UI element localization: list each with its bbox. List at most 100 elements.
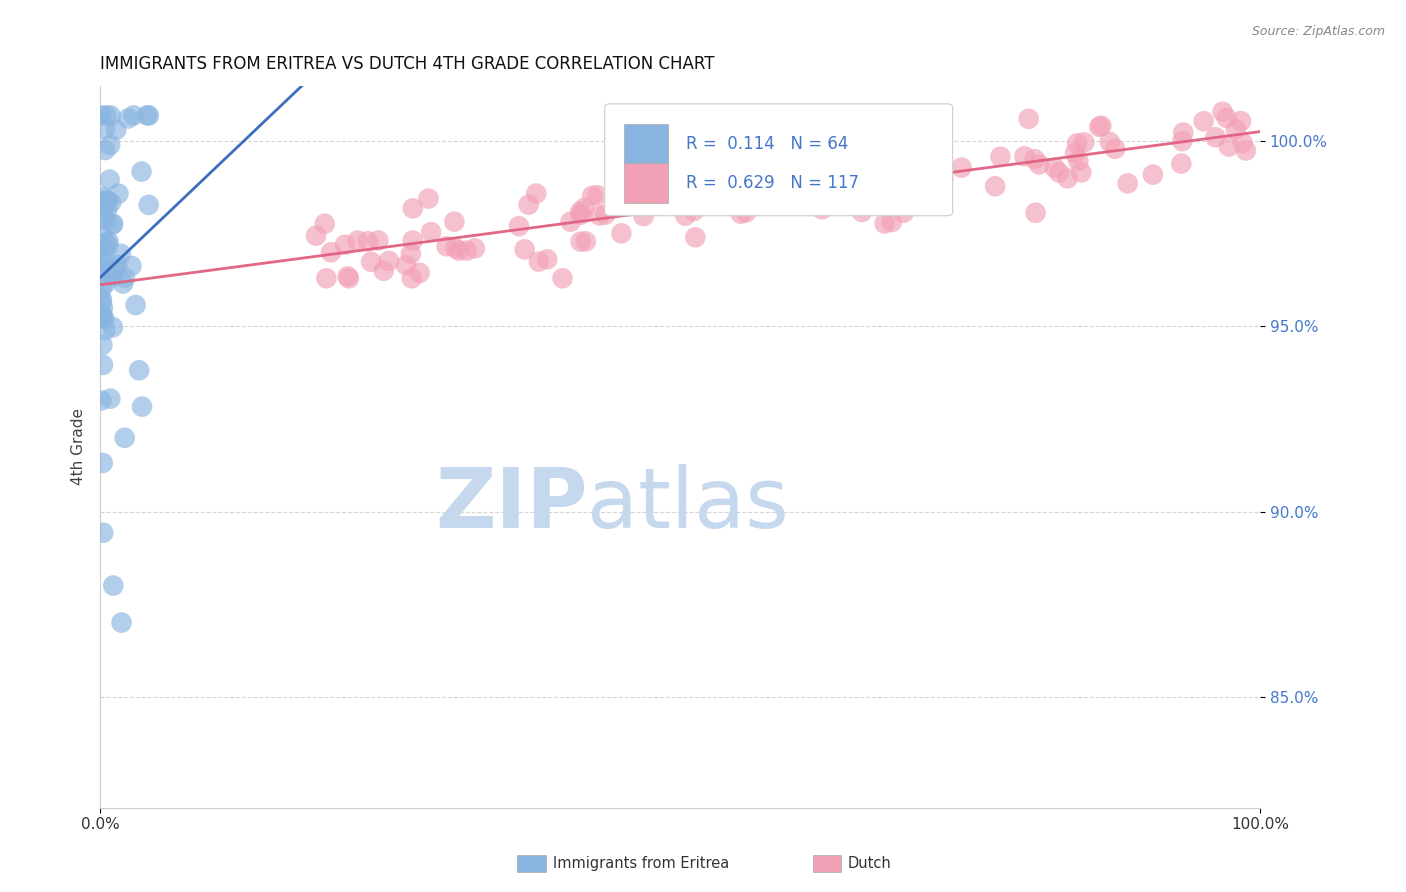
Point <box>1025 206 1047 220</box>
Point <box>336 269 359 284</box>
Point <box>124 298 146 312</box>
Point <box>586 188 609 202</box>
Point <box>373 264 395 278</box>
Point <box>117 112 139 126</box>
Point <box>402 234 425 248</box>
Point <box>314 217 336 231</box>
Point <box>420 225 443 239</box>
Point <box>357 234 380 248</box>
Point <box>740 165 762 179</box>
Point <box>101 265 124 279</box>
Point <box>721 155 744 169</box>
Point <box>569 208 592 222</box>
Point <box>91 456 114 470</box>
Point <box>880 215 903 229</box>
Point <box>1028 157 1050 171</box>
Point <box>112 277 135 291</box>
Point <box>91 358 114 372</box>
Point <box>595 208 617 222</box>
Point <box>94 194 117 208</box>
Point <box>98 138 121 153</box>
Point <box>1067 153 1090 168</box>
Point <box>315 271 337 285</box>
Point <box>90 292 112 306</box>
Point <box>648 199 671 213</box>
Point <box>928 195 950 210</box>
Point <box>1090 119 1112 133</box>
Point <box>688 187 710 202</box>
Point <box>673 209 696 223</box>
Point <box>94 323 117 337</box>
Point <box>1018 112 1040 126</box>
Point <box>1116 177 1139 191</box>
Point <box>97 239 120 253</box>
Point <box>778 152 800 166</box>
Point <box>527 254 550 268</box>
Point <box>90 260 112 275</box>
Point <box>1073 136 1095 150</box>
Point <box>90 393 112 408</box>
Point <box>90 226 112 240</box>
Point <box>136 108 159 122</box>
Point <box>1230 114 1253 128</box>
Point <box>678 166 700 180</box>
Point <box>104 261 127 276</box>
Point <box>91 206 114 220</box>
FancyBboxPatch shape <box>624 124 668 163</box>
Point <box>1043 161 1066 175</box>
Point <box>828 185 851 199</box>
Point <box>360 255 382 269</box>
Point <box>657 180 679 194</box>
Point <box>395 258 418 272</box>
Point <box>920 169 942 183</box>
Point <box>695 186 717 200</box>
Point <box>107 186 129 201</box>
Point <box>122 108 145 122</box>
Point <box>97 194 120 209</box>
Point <box>536 252 558 267</box>
Point <box>121 259 143 273</box>
Point <box>1171 134 1194 148</box>
Point <box>624 190 647 204</box>
Point <box>683 198 706 212</box>
Text: R =  0.114   N = 64: R = 0.114 N = 64 <box>686 135 848 153</box>
Point <box>776 145 799 159</box>
Point <box>138 108 160 122</box>
Point <box>399 246 422 260</box>
Point <box>96 108 118 122</box>
Point <box>114 431 136 445</box>
Point <box>1225 122 1247 136</box>
Point <box>524 186 547 201</box>
Point <box>1192 114 1215 128</box>
Point <box>851 205 873 219</box>
Point <box>94 277 117 291</box>
Point <box>94 122 117 136</box>
Point <box>90 108 112 122</box>
Point <box>91 301 114 315</box>
Point <box>569 204 592 219</box>
Text: Dutch: Dutch <box>848 856 891 871</box>
Point <box>560 215 582 229</box>
Point <box>110 246 132 260</box>
Point <box>513 243 536 257</box>
Point <box>447 244 470 258</box>
Point <box>333 237 356 252</box>
Point <box>418 192 440 206</box>
Point <box>815 159 838 173</box>
Point <box>96 235 118 250</box>
Point <box>780 158 803 172</box>
Point <box>1098 135 1121 149</box>
Point <box>337 271 360 285</box>
Point <box>551 271 574 285</box>
Point <box>633 209 655 223</box>
Text: IMMIGRANTS FROM ERITREA VS DUTCH 4TH GRADE CORRELATION CHART: IMMIGRANTS FROM ERITREA VS DUTCH 4TH GRA… <box>100 55 714 73</box>
Point <box>346 234 368 248</box>
Point <box>1070 165 1092 179</box>
Text: atlas: atlas <box>588 464 789 545</box>
Point <box>950 161 973 175</box>
FancyBboxPatch shape <box>624 163 668 203</box>
Point <box>731 188 754 202</box>
Point <box>984 179 1007 194</box>
Point <box>94 143 117 157</box>
Point <box>508 219 530 234</box>
